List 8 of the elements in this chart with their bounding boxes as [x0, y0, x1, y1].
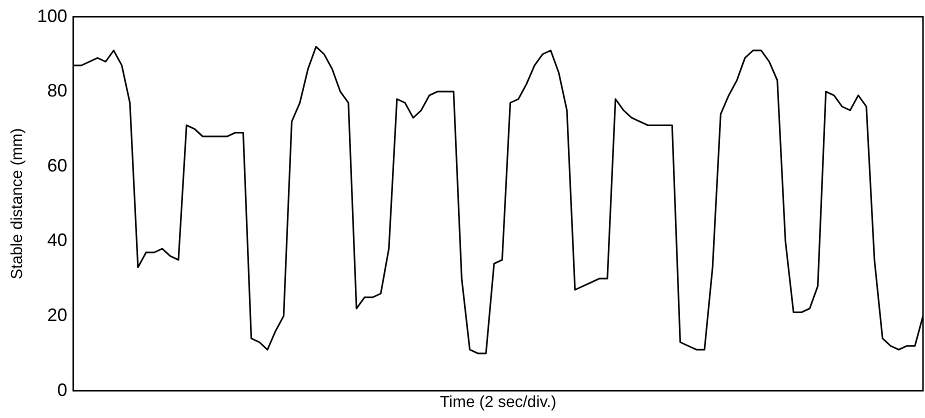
x-axis-title: Time (2 sec/div.): [440, 394, 556, 411]
y-tick-label: 100: [37, 6, 68, 26]
y-tick-label: 0: [57, 380, 68, 400]
y-axis-title: Stable distance (mm): [9, 128, 26, 280]
y-tick-label: 80: [47, 80, 68, 101]
y-tick-label: 60: [47, 155, 68, 176]
y-tick-label: 40: [47, 230, 68, 250]
y-tick-label: 20: [47, 304, 68, 325]
